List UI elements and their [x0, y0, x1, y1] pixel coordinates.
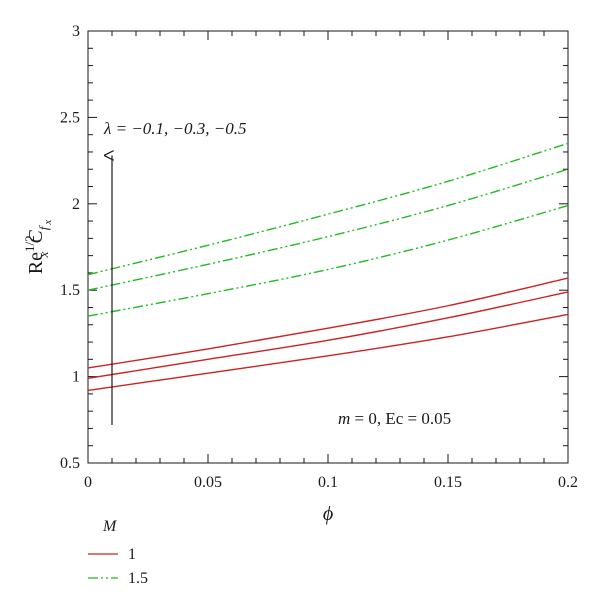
y-tick-label: 1.5 — [60, 282, 80, 299]
x-tick-label: 0.15 — [434, 474, 462, 491]
y-axis-label-sup: 1/2 — [22, 235, 37, 252]
y-tick-labels: 0.5 1 1.5 2 2.5 3 — [60, 23, 80, 472]
axis-ticks — [87, 30, 569, 464]
series-lines — [87, 142, 569, 392]
legend-label-m-1: 1 — [128, 546, 136, 563]
y-axis-label-mid: C — [25, 230, 47, 244]
y-tick-label: 2.5 — [60, 109, 80, 126]
x-axis-label: ϕ — [323, 503, 333, 525]
series-line-m-1-1 — [87, 313, 569, 392]
params-annotation: m = 0, Ec = 0.05 — [338, 409, 451, 428]
params-m: m — [338, 409, 350, 428]
y-tick-label: 0.5 — [60, 455, 80, 472]
series-line-m-1-5-2 — [87, 168, 569, 291]
series-line-m-1-2 — [87, 291, 569, 380]
x-tick-label: 0.05 — [194, 474, 222, 491]
legend-label-m-1-5: 1.5 — [128, 570, 148, 587]
y-axis-label-sub: x — [36, 251, 51, 258]
y-axis-label-base: Re — [25, 252, 47, 274]
params-rest: = 0, Ec = 0.05 — [350, 409, 451, 428]
x-tick-labels: 0 0.05 0.1 0.15 0.2 — [84, 474, 578, 491]
y-axis-label-sub3: x — [42, 220, 54, 226]
series-line-m-1-5-1 — [87, 204, 569, 317]
series-line-m-1-5-3 — [87, 142, 569, 276]
y-tick-label: 2 — [72, 196, 80, 213]
lambda-annotation: λ = −0.1, −0.3, −0.5 — [103, 119, 247, 138]
x-tick-label: 0.1 — [318, 474, 338, 491]
y-tick-label: 3 — [72, 23, 80, 40]
x-tick-label: 0.2 — [558, 474, 578, 491]
series-line-m-1-3 — [87, 277, 569, 369]
plot-frame — [87, 30, 569, 464]
legend: M 1 1.5 — [88, 518, 148, 587]
legend-title: M — [102, 518, 118, 535]
y-axis-label-sub2: f — [36, 224, 51, 230]
y-tick-label: 1 — [72, 369, 80, 386]
x-tick-label: 0 — [84, 474, 92, 491]
y-axis-label: Re1/2xCfx — [22, 220, 54, 275]
